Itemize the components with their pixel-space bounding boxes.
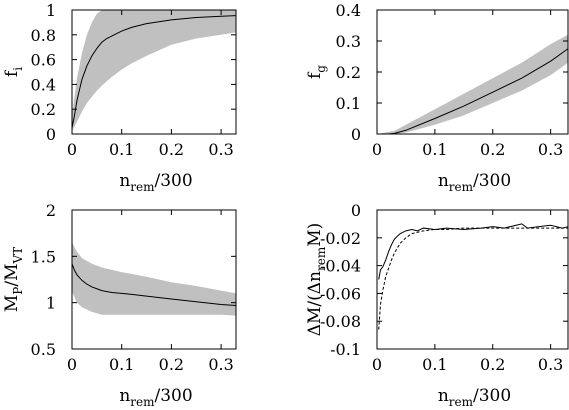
y-axis-label-main: M xyxy=(2,295,22,312)
y-axis-label-main: f xyxy=(2,69,22,77)
x-axis-label-main: n xyxy=(438,171,449,191)
y-tick-label: 2 xyxy=(46,201,56,220)
y-axis-label-sub: i xyxy=(11,67,25,71)
y-tick-label: 0.8 xyxy=(31,26,56,45)
x-tick-label: 0 xyxy=(67,140,77,159)
x-tick-label: 0.1 xyxy=(422,140,447,159)
y-axis-label: MP/MVT xyxy=(2,247,25,312)
y-axis-label: fi xyxy=(2,67,25,77)
x-tick-label: 0.3 xyxy=(538,355,563,374)
panel-mp: 0 0.1 0.2 0.3 0.5 1 1.5 2 nrem/300 MP/MVT xyxy=(2,201,237,409)
y-tick-label: 0.2 xyxy=(336,63,361,82)
x-axis-label-sub: rem xyxy=(449,395,474,409)
y-tick-label: 0 xyxy=(351,125,361,144)
x-axis-label: nrem/300 xyxy=(438,386,511,409)
x-tick-label: 0 xyxy=(372,355,382,374)
y-tick-label: -0.1 xyxy=(330,340,361,359)
x-axis-label: nrem/300 xyxy=(438,171,511,194)
confidence-band xyxy=(72,242,236,316)
confidence-band xyxy=(377,34,568,134)
x-axis-label-sub: rem xyxy=(130,180,155,194)
x-axis-label: nrem/300 xyxy=(119,386,192,409)
y-tick-label: 0.1 xyxy=(336,94,361,113)
panel-dm: 0 0.1 0.2 0.3-0.1-0.08-0.06-0.04-0.020nrem/… xyxy=(305,201,569,409)
y-axis-label-main: f xyxy=(305,71,325,79)
x-axis-label-main: n xyxy=(119,386,130,406)
confidence-band xyxy=(72,10,236,132)
x-axis-label-suffix: /300 xyxy=(154,386,192,406)
y-tick-label: -0.06 xyxy=(320,284,361,303)
y-axis-label-sub: g xyxy=(314,65,328,73)
panel-fg: 0 0.1 0.2 0.3 0 0.1 0.2 0.3 0.4 nrem/300 fg xyxy=(305,1,569,194)
y-tick-label: 1.5 xyxy=(31,247,56,266)
x-axis-label-main: n xyxy=(119,171,130,191)
y-tick-label: 0.4 xyxy=(336,1,361,20)
x-axis-label-suffix: /300 xyxy=(154,171,192,191)
x-tick-label: 0.3 xyxy=(538,140,563,159)
x-axis-label-main: n xyxy=(438,386,449,406)
y-tick-label: 0 xyxy=(351,201,361,220)
x-axis-label-suffix: /300 xyxy=(473,171,511,191)
plot-frame xyxy=(376,209,569,350)
y-axis-label-mid: /M xyxy=(2,264,22,287)
y-tick-label: -0.08 xyxy=(320,312,361,331)
y-tick-label: 0.3 xyxy=(336,32,361,51)
x-tick-label: 0.2 xyxy=(159,140,184,159)
y-tick-label: 0 xyxy=(46,125,56,144)
y-axis-label-sub: rem xyxy=(314,246,328,271)
x-tick-label: 0.3 xyxy=(208,355,233,374)
y-tick-label: -0.02 xyxy=(320,229,361,248)
series-line-main xyxy=(71,15,237,128)
x-tick-label: 0 xyxy=(67,355,77,374)
series-line-main xyxy=(71,263,237,306)
y-tick-label: 1 xyxy=(46,1,56,20)
x-tick-label: 0.3 xyxy=(208,140,233,159)
y-tick-label: -0.04 xyxy=(320,257,361,276)
y-tick-label: 0.5 xyxy=(31,340,56,359)
plot-frame xyxy=(71,9,237,135)
x-axis-label-suffix: /300 xyxy=(473,386,511,406)
x-tick-label: 0 xyxy=(372,140,382,159)
y-axis-label-main: ΔM/(Δn xyxy=(305,271,325,336)
y-axis-label-sub: P xyxy=(11,287,25,295)
x-tick-label: 0.2 xyxy=(480,140,505,159)
y-axis-label: fg xyxy=(305,65,328,79)
y-tick-label: 1 xyxy=(46,294,56,313)
y-axis-label: ΔM/(ΔnremM) xyxy=(305,223,328,337)
plot-frame xyxy=(71,209,237,350)
x-tick-label: 0.2 xyxy=(159,355,184,374)
series-line-solid xyxy=(378,223,569,280)
x-tick-label: 0.2 xyxy=(480,355,505,374)
y-tick-label: 0.6 xyxy=(31,51,56,70)
y-tick-label: 0.4 xyxy=(31,75,56,94)
x-axis-label: nrem/300 xyxy=(119,171,192,194)
x-tick-label: 0.1 xyxy=(109,355,134,374)
y-axis-label-suffix: M) xyxy=(305,223,325,247)
x-tick-label: 0.1 xyxy=(422,355,447,374)
y-axis-label-sub2: VT xyxy=(11,247,25,265)
panel-fi: 0 0.1 0.2 0.3 0 0.2 0.4 0.6 0.8 1 nrem/300 fi xyxy=(2,1,237,194)
x-tick-label: 0.1 xyxy=(109,140,134,159)
x-axis-label-sub: rem xyxy=(130,395,155,409)
series-line-dashed xyxy=(378,227,568,330)
y-tick-label: 0.2 xyxy=(31,100,56,119)
x-axis-label-sub: rem xyxy=(449,180,474,194)
